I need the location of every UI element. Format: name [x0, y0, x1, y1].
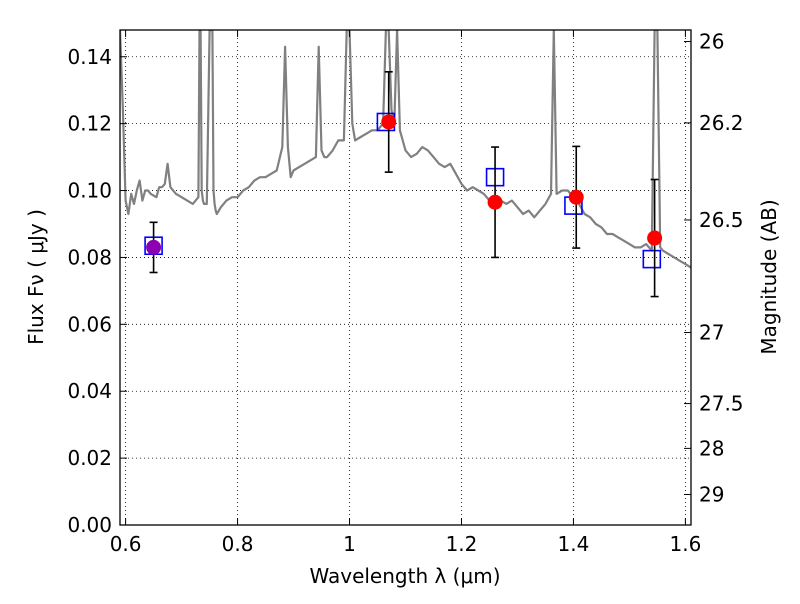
- axis-ticks: 0.6 0.8 1 1.2 1.4 1.6 0.00 0.02 0.04 0.06 0.08 0.10…: [67, 30, 743, 556]
- y-tick-label: 0.14: [67, 45, 112, 69]
- grid: [120, 30, 691, 526]
- x-tick-label: 1: [343, 532, 356, 556]
- magnitude-tick-label: 29: [699, 482, 724, 506]
- y-tick-label: 0.06: [67, 312, 112, 336]
- observed-point: [568, 189, 584, 205]
- y-tick-label: 0.12: [67, 112, 112, 136]
- y-tick-label: 0.10: [67, 179, 112, 203]
- x-tick-label: 1.6: [669, 532, 701, 556]
- observed-point: [381, 114, 397, 130]
- observed-point: [647, 230, 663, 246]
- x-tick-label: 0.6: [110, 532, 142, 556]
- magnitude-tick-label: 26.2: [699, 111, 744, 135]
- observed-photometry: [146, 71, 663, 298]
- x-tick-label: 1.2: [446, 532, 478, 556]
- y-tick-label: 0.02: [67, 446, 112, 470]
- observed-point: [146, 239, 162, 255]
- model-square: [642, 249, 662, 269]
- x-axis-title: Wavelength λ (μm): [309, 564, 500, 588]
- y-axis-title: Flux Fν ( μJy ): [24, 209, 48, 345]
- observed-point: [487, 194, 503, 210]
- x-tick-label: 1.4: [558, 532, 590, 556]
- y-tick-label: 0.08: [67, 245, 112, 269]
- plot-frame: [119, 29, 692, 526]
- magnitude-axis-title: Magnitude (AB): [757, 199, 781, 354]
- magnitude-tick-label: 27: [699, 321, 724, 345]
- x-tick-label: 0.8: [222, 532, 254, 556]
- y-tick-label: 0.04: [67, 379, 112, 403]
- y-tick-label: 0.00: [67, 513, 112, 537]
- magnitude-tick-label: 28: [699, 436, 724, 460]
- magnitude-tick-label: 26.5: [699, 208, 744, 232]
- magnitude-tick-label: 26: [699, 30, 724, 54]
- magnitude-tick-label: 27.5: [699, 392, 744, 416]
